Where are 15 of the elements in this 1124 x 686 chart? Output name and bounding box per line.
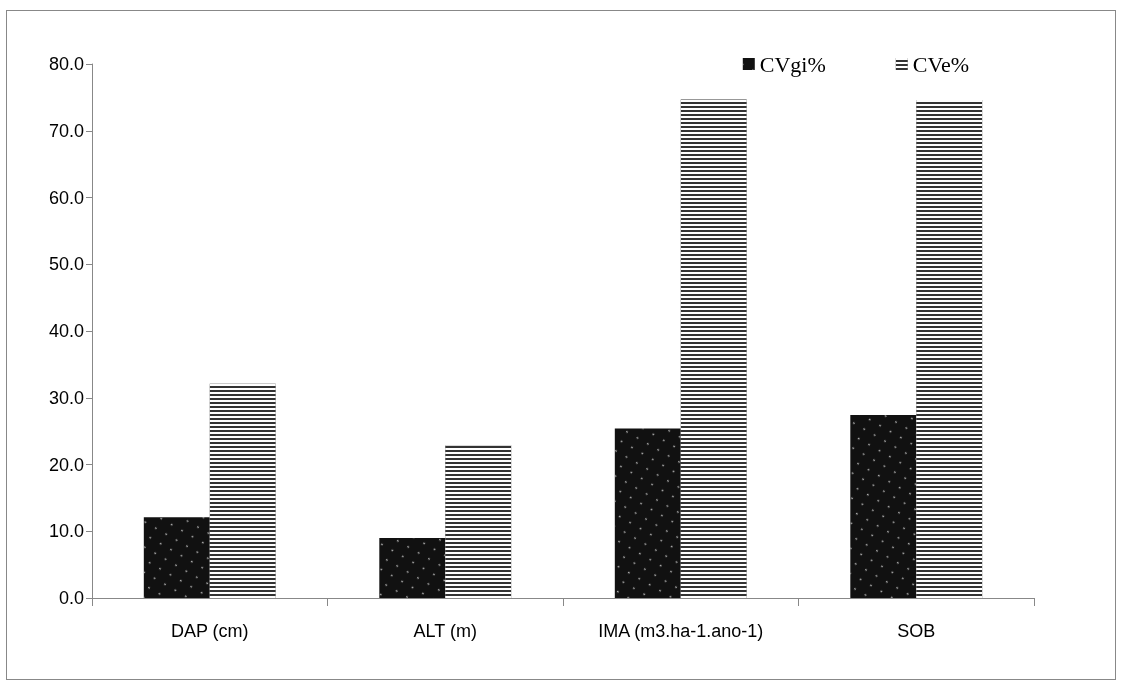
- y-tick-label: 0.0: [58, 588, 84, 608]
- y-tick-label: 10.0: [48, 521, 84, 542]
- legend-label: CVgi%: [759, 51, 826, 77]
- x-tick-label: DAP (cm): [170, 621, 249, 641]
- y-tick-label: 70.0: [48, 120, 84, 141]
- x-tick-label: IMA (m3.ha-1.ano-1): [598, 621, 764, 641]
- legend-label: CVe%: [912, 51, 969, 77]
- y-tick-label: 30.0: [48, 387, 84, 408]
- y-tick-label: 50.0: [48, 254, 84, 275]
- x-tick-label: ALT (m): [413, 621, 477, 641]
- y-tick-label: 60.0: [48, 187, 84, 208]
- y-tick-label: 80.0: [48, 54, 84, 74]
- y-tick-label: 40.0: [48, 321, 84, 341]
- x-tick-label: SOB: [897, 621, 936, 641]
- y-tick-label: 20.0: [48, 454, 84, 475]
